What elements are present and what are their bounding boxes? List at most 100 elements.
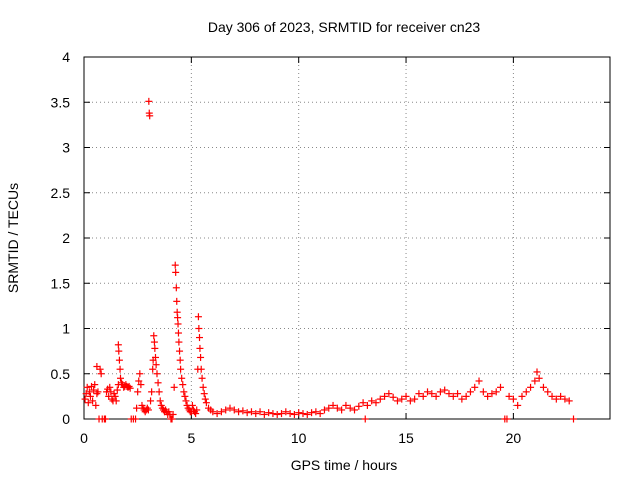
x-tick-label: 15 [398,430,414,446]
data-point [132,415,140,423]
data-points [81,97,578,423]
data-point [484,392,492,400]
data-point [398,395,406,403]
y-tick-label: 1.5 [51,275,71,291]
data-point [153,370,161,378]
data-point [146,112,154,120]
data-point [154,379,162,387]
data-point [235,408,243,416]
data-point [147,397,155,405]
data-point [152,361,160,369]
data-point [535,374,543,382]
y-tick-label: 3 [62,140,70,156]
data-point [136,370,144,378]
data-point [299,410,307,418]
y-tick-label: 2 [62,230,70,246]
chart-title: Day 306 of 2023, SRMTID for receiver cn2… [208,19,481,35]
y-tick-label: 0.5 [51,366,71,382]
data-point [134,388,142,396]
data-point [156,397,164,405]
y-tick-label: 0 [62,411,70,427]
x-tick-label: 20 [506,430,522,446]
data-point [96,365,104,373]
data-point [342,401,350,409]
data-point [359,399,367,407]
data-point [150,332,158,340]
data-point [325,404,333,412]
y-tick-label: 3.5 [51,94,71,110]
data-point [475,377,483,385]
data-point [145,97,153,105]
data-point [479,388,487,396]
data-point [222,406,230,414]
data-point [200,390,208,398]
data-point [351,406,359,414]
data-point [415,390,423,398]
data-point [180,388,188,396]
data-point [329,401,337,409]
data-point [419,392,427,400]
x-axis-label: GPS time / hours [291,457,398,473]
data-point [247,408,255,416]
data-point [115,347,123,355]
data-point [252,410,260,418]
data-point [308,409,316,417]
data-point [84,399,92,407]
data-point [151,353,159,361]
y-tick-label: 2.5 [51,185,71,201]
x-tick-label: 0 [80,430,88,446]
data-point [116,374,124,382]
data-point [411,395,419,403]
data-point [282,408,290,416]
data-point [548,392,556,400]
data-point [544,388,552,396]
data-point [385,390,393,398]
data-point [177,365,185,373]
data-point [171,261,179,269]
data-point [424,388,432,396]
data-point [522,388,530,396]
data-point [355,402,363,410]
data-point [106,383,114,391]
data-point [290,410,298,418]
data-point [454,390,462,398]
data-point [196,334,204,342]
data-point [173,297,181,305]
data-point [172,268,180,276]
data-point [174,329,182,337]
data-point [303,410,311,418]
data-point [101,415,109,423]
data-point [151,344,159,352]
data-point [527,383,535,391]
data-point [193,406,201,414]
data-point [531,377,539,385]
data-point [363,401,371,409]
grid [84,57,610,419]
data-point [256,408,264,416]
data-point [273,410,281,418]
data-point [83,383,91,391]
data-point [557,392,565,400]
data-point [97,370,105,378]
data-point [133,404,141,412]
data-point [492,388,500,396]
data-point [509,395,517,403]
data-point [148,388,156,396]
data-point [192,410,200,418]
data-point [552,395,560,403]
x-tick-label: 10 [291,430,307,446]
data-point [126,384,134,392]
data-point [94,388,102,396]
data-point [565,397,573,405]
data-point [333,404,341,412]
data-point [570,415,578,423]
data-point [376,395,384,403]
data-point [168,415,176,423]
data-point [278,410,286,418]
data-point [181,392,189,400]
data-point [389,393,397,401]
data-point [361,415,369,423]
data-point [116,365,124,373]
